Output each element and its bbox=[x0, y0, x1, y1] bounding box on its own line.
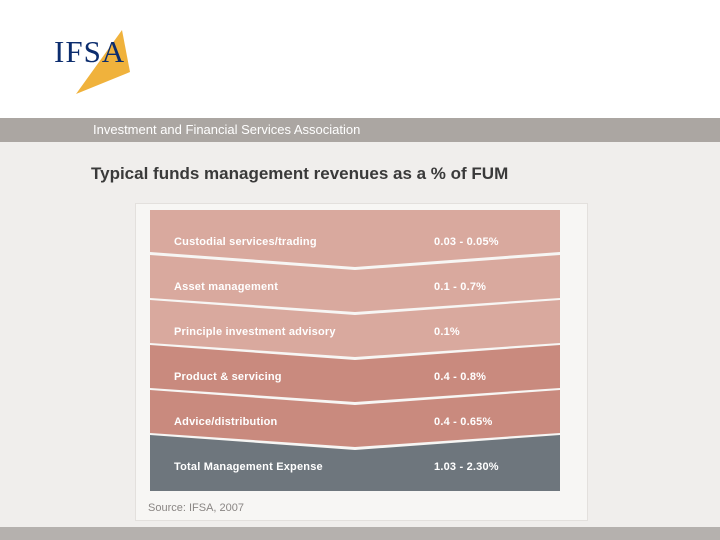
organization-band: Investment and Financial Services Associ… bbox=[0, 118, 720, 142]
logo-mark-icon bbox=[76, 30, 130, 94]
row-value-custodial: 0.03 - 0.05% bbox=[434, 236, 499, 248]
row-label-total: Total Management Expense bbox=[174, 461, 323, 473]
row-label-advice: Advice/distribution bbox=[174, 416, 278, 428]
row-label-product: Product & servicing bbox=[174, 371, 282, 383]
logo-text: IFSA bbox=[54, 34, 126, 69]
source-note: Source: IFSA, 2007 bbox=[148, 502, 244, 514]
header-area: IFSA bbox=[0, 0, 720, 118]
chevron-row-1 bbox=[150, 210, 560, 267]
page-title: Typical funds management revenues as a %… bbox=[91, 164, 509, 183]
organization-name: Investment and Financial Services Associ… bbox=[93, 122, 361, 137]
chevron-row-2 bbox=[150, 255, 560, 312]
row-value-advisory: 0.1% bbox=[434, 326, 460, 338]
chevron-row-4 bbox=[150, 345, 560, 402]
row-label-custodial: Custodial services/trading bbox=[174, 236, 317, 248]
row-label-advisory: Principle investment advisory bbox=[174, 326, 336, 338]
row-value-product: 0.4 - 0.8% bbox=[434, 371, 487, 383]
row-label-asset-management: Asset management bbox=[174, 281, 279, 293]
ifsa-logo: IFSA bbox=[50, 28, 140, 94]
row-value-advice: 0.4 - 0.65% bbox=[434, 416, 493, 428]
chevron-row-5 bbox=[150, 390, 560, 447]
chevron-row-6 bbox=[150, 435, 560, 491]
row-value-asset-management: 0.1 - 0.7% bbox=[434, 281, 487, 293]
chevron-row-3 bbox=[150, 300, 560, 357]
chevron-stack bbox=[150, 210, 560, 491]
row-value-total: 1.03 - 2.30% bbox=[434, 461, 499, 473]
footer-bar bbox=[0, 527, 720, 540]
